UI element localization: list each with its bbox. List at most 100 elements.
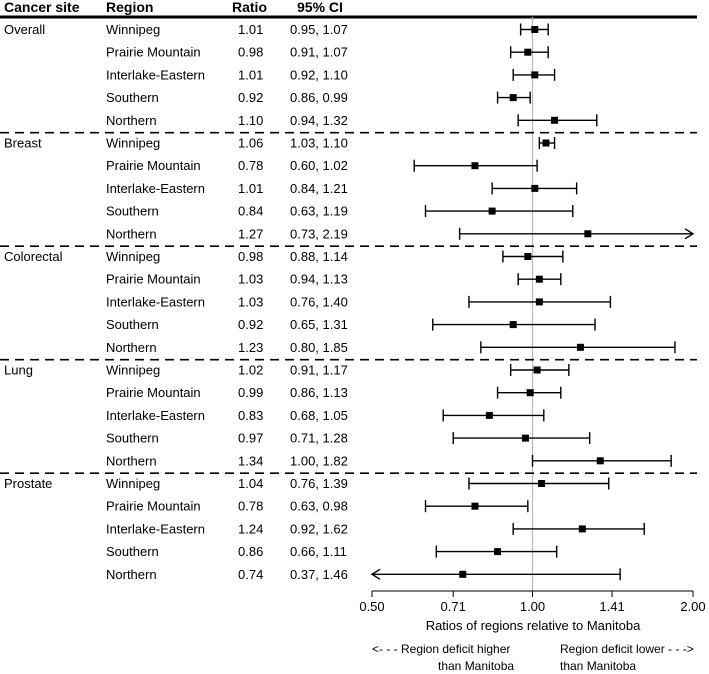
table-row: Lung Winnipeg 1.02 0.91, 1.17 xyxy=(4,363,570,378)
ci-value: 0.71, 1.28 xyxy=(290,431,348,446)
table-row: Southern 0.86 0.66, 1.11 xyxy=(106,544,558,559)
point-estimate xyxy=(551,116,559,124)
point-estimate xyxy=(535,275,543,283)
ratio-value: 0.98 xyxy=(238,249,263,264)
ci-arrow-right xyxy=(684,228,695,240)
ci-value: 0.92, 1.10 xyxy=(290,67,348,82)
point-estimate xyxy=(471,502,479,510)
ratio-value: 0.97 xyxy=(238,431,263,446)
ci-value: 1.00, 1.82 xyxy=(290,453,348,468)
table-row: Northern 1.23 0.80, 1.85 xyxy=(106,340,676,355)
cancer-site-label: Lung xyxy=(4,363,33,378)
region-label: Interlake-Eastern xyxy=(106,294,205,309)
x-axis-label: Ratios of regions relative to Manitoba xyxy=(426,618,641,633)
region-label: Winnipeg xyxy=(106,22,160,37)
table-row: Prairie Mountain 0.98 0.91, 1.07 xyxy=(106,45,549,60)
table-row: Prostate Winnipeg 1.04 0.76, 1.39 xyxy=(4,476,610,491)
table-row: Southern 0.92 0.65, 1.31 xyxy=(106,317,596,332)
point-estimate xyxy=(459,570,467,578)
region-label: Southern xyxy=(106,431,159,446)
ratio-value: 1.03 xyxy=(238,294,263,309)
header-cancer-site: Cancer site xyxy=(4,0,80,15)
ci-value: 0.63, 0.98 xyxy=(290,499,348,514)
table-row: Southern 0.84 0.63, 1.19 xyxy=(106,204,574,219)
header-region: Region xyxy=(106,0,153,15)
ci-value: 0.91, 1.07 xyxy=(290,45,348,60)
region-label: Northern xyxy=(106,340,157,355)
point-estimate xyxy=(531,71,539,79)
point-estimate xyxy=(485,411,493,419)
table-row: Overall Winnipeg 1.01 0.95, 1.07 xyxy=(4,22,549,37)
ratio-value: 1.06 xyxy=(238,136,263,151)
region-label: Interlake-Eastern xyxy=(106,67,205,82)
ci-value: 0.60, 1.02 xyxy=(290,158,348,173)
ratio-value: 0.84 xyxy=(238,204,263,219)
ratio-value: 0.78 xyxy=(238,158,263,173)
point-estimate xyxy=(576,343,584,351)
table-row: Interlake-Eastern 1.24 0.92, 1.62 xyxy=(106,521,645,536)
table-row: Interlake-Eastern 1.01 0.92, 1.10 xyxy=(106,67,556,82)
ratio-value: 0.99 xyxy=(238,385,263,400)
forest-rows: Overall Winnipeg 1.01 0.95, 1.07 Prairie Mou… xyxy=(0,22,697,582)
ratio-value: 0.83 xyxy=(238,408,263,423)
point-estimate xyxy=(538,480,546,487)
point-estimate xyxy=(494,548,502,556)
ci-value: 0.73, 2.19 xyxy=(290,226,348,241)
table-row: Northern 1.34 1.00, 1.82 xyxy=(106,453,672,468)
point-estimate xyxy=(509,94,517,102)
table-row: Prairie Mountain 1.03 0.94, 1.13 xyxy=(106,272,562,287)
region-label: Winnipeg xyxy=(106,363,160,378)
ratio-value: 1.01 xyxy=(238,22,263,37)
region-label: Winnipeg xyxy=(106,136,160,151)
region-label: Prairie Mountain xyxy=(106,499,201,514)
table-row: Prairie Mountain 0.78 0.63, 0.98 xyxy=(106,499,529,514)
ci-value: 0.66, 1.11 xyxy=(290,544,347,559)
region-label: Northern xyxy=(106,567,157,582)
table-row: Northern 1.10 0.94, 1.32 xyxy=(106,113,598,128)
ci-value: 1.03, 1.10 xyxy=(290,136,348,151)
ci-value: 0.68, 1.05 xyxy=(290,408,348,423)
region-label: Interlake-Eastern xyxy=(106,408,205,423)
note-right-line2: than Manitoba xyxy=(560,659,636,673)
point-estimate xyxy=(596,457,604,465)
ci-value: 0.95, 1.07 xyxy=(290,22,348,37)
ratio-value: 0.92 xyxy=(238,90,263,105)
region-label: Prairie Mountain xyxy=(106,272,201,287)
ratio-value: 0.74 xyxy=(238,567,263,582)
point-estimate xyxy=(584,230,592,238)
header-95ci: 95% CI xyxy=(297,0,343,15)
region-label: Prairie Mountain xyxy=(106,45,201,60)
group-overall: Overall Winnipeg 1.01 0.95, 1.07 Prairie Mou… xyxy=(4,22,598,128)
ci-value: 0.80, 1.85 xyxy=(290,340,348,355)
region-label: Prairie Mountain xyxy=(106,158,201,173)
table-row: Northern 1.27 0.73, 2.19 xyxy=(106,226,695,241)
ratio-value: 1.04 xyxy=(238,476,263,491)
table-row: Colorectal Winnipeg 0.98 0.88, 1.14 xyxy=(4,249,564,264)
region-label: Southern xyxy=(106,317,159,332)
region-label: Northern xyxy=(106,226,157,241)
ratio-value: 1.01 xyxy=(238,181,263,196)
point-estimate xyxy=(535,298,543,306)
ratio-value: 1.02 xyxy=(238,363,263,378)
table-row: Interlake-Eastern 1.01 0.84, 1.21 xyxy=(106,181,578,196)
x-tick-label: 1.41 xyxy=(599,599,624,614)
region-label: Winnipeg xyxy=(106,249,160,264)
table-row: Southern 0.92 0.86, 0.99 xyxy=(106,90,531,105)
point-estimate xyxy=(471,162,479,170)
point-estimate xyxy=(533,366,541,374)
group-prostate: Prostate Winnipeg 1.04 0.76, 1.39 Prairie Mo… xyxy=(4,476,645,582)
region-label: Northern xyxy=(106,453,157,468)
ci-value: 0.94, 1.13 xyxy=(290,272,348,287)
header-ratio: Ratio xyxy=(232,0,267,15)
region-label: Southern xyxy=(106,544,159,559)
ratio-value: 1.23 xyxy=(238,340,263,355)
cancer-site-label: Breast xyxy=(4,136,42,151)
table-row: Northern 0.74 0.37, 1.46 xyxy=(106,567,621,582)
point-estimate xyxy=(521,434,529,442)
ci-value: 0.94, 1.32 xyxy=(290,113,348,128)
ci-value: 0.88, 1.14 xyxy=(290,249,348,264)
ci-value: 0.91, 1.17 xyxy=(290,363,348,378)
cancer-site-label: Overall xyxy=(4,22,45,37)
ratio-value: 0.86 xyxy=(238,544,263,559)
